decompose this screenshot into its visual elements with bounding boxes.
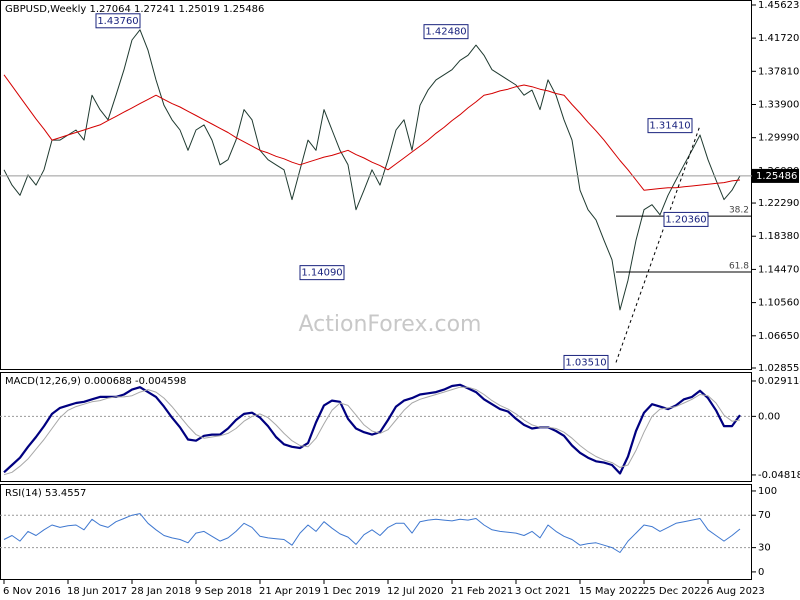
panel-frame — [0, 484, 752, 580]
series-line — [3, 383, 741, 475]
y-tick-label: 0.00 — [758, 411, 780, 422]
price-annotation: 1.31410 — [647, 118, 693, 134]
x-tick-label: 3 Oct 2021 — [515, 586, 570, 597]
annotation-box — [663, 211, 709, 227]
series-line — [3, 74, 741, 191]
y-tick-label: 0 — [758, 567, 764, 578]
y-tick-label: 1.02855 — [758, 363, 799, 374]
y-tick-label: 1.37810 — [758, 66, 799, 77]
y-tick-label: 1.14470 — [758, 264, 799, 275]
watermark: ActionForex.com — [299, 312, 482, 337]
y-tick-label: -0.048189 — [758, 470, 800, 481]
price-annotation: 1.20360 — [663, 211, 709, 227]
current-price-label: 1.25486 — [756, 171, 797, 182]
x-tick-label: 1 Dec 2019 — [323, 586, 381, 597]
annotation-box — [95, 13, 141, 29]
annotation-label: 1.20360 — [665, 214, 706, 225]
series-line — [3, 513, 741, 553]
x-tick-label: 25 Dec 2022 — [643, 586, 707, 597]
y-tick-label: 1.45623 — [758, 0, 799, 11]
panel-frame — [0, 372, 752, 482]
annotation-label: 1.14090 — [301, 268, 342, 279]
y-tick-label: 100 — [758, 486, 777, 497]
x-tick-label: 15 May 2022 — [579, 586, 644, 597]
x-tick-label: 6 Nov 2016 — [3, 586, 61, 597]
y-tick-label: 1.41720 — [758, 33, 799, 44]
annotation-label: 1.03510 — [565, 357, 606, 368]
price-annotation: 1.14090 — [299, 265, 345, 281]
annotation-box — [647, 118, 693, 134]
y-tick-label: 30 — [758, 543, 771, 554]
price-annotation: 1.03510 — [563, 354, 609, 370]
series-line — [3, 29, 741, 311]
y-tick-label: 70 — [758, 510, 771, 521]
annotation-label: 1.31410 — [649, 121, 690, 132]
x-tick-label: 6 Aug 2023 — [707, 586, 765, 597]
annotation-box — [563, 354, 609, 370]
x-tick-label: 12 Jul 2020 — [387, 586, 444, 597]
y-tick-label: 1.18380 — [758, 231, 799, 242]
series-line — [3, 386, 741, 476]
y-tick-label: 0.029114 — [758, 376, 800, 387]
annotation-box — [299, 265, 345, 281]
annotation-label: 1.43760 — [97, 16, 138, 27]
y-tick-label: 1.06650 — [758, 331, 799, 342]
annotation-label: 1.42480 — [425, 27, 466, 38]
x-tick-label: 9 Sep 2018 — [195, 586, 252, 597]
annotation-box — [423, 24, 469, 40]
current-price-box — [752, 168, 799, 183]
y-tick-label: 1.33900 — [758, 99, 799, 110]
panel-title: GBPUSD,Weekly 1.27064 1.27241 1.25019 1.… — [5, 4, 264, 15]
y-tick-label: 1.22290 — [758, 198, 799, 209]
panel-title: MACD(12,26,9) 0.000688 -0.004598 — [5, 376, 186, 387]
fib-level: 38.2 — [729, 206, 749, 216]
x-tick-label: 21 Apr 2019 — [259, 586, 321, 597]
fib-level: 61.8 — [729, 261, 749, 271]
panel-title: RSI(14) 53.4557 — [5, 488, 86, 499]
price-annotation: 1.43760 — [95, 13, 141, 29]
y-tick-label: 1.29990 — [758, 133, 799, 144]
x-tick-label: 18 Jun 2017 — [67, 586, 127, 597]
price-annotation: 1.42480 — [423, 24, 469, 40]
x-tick-label: 28 Jan 2018 — [131, 586, 191, 597]
x-tick-label: 21 Feb 2021 — [451, 586, 513, 597]
y-tick-label: 1.10560 — [758, 298, 799, 309]
